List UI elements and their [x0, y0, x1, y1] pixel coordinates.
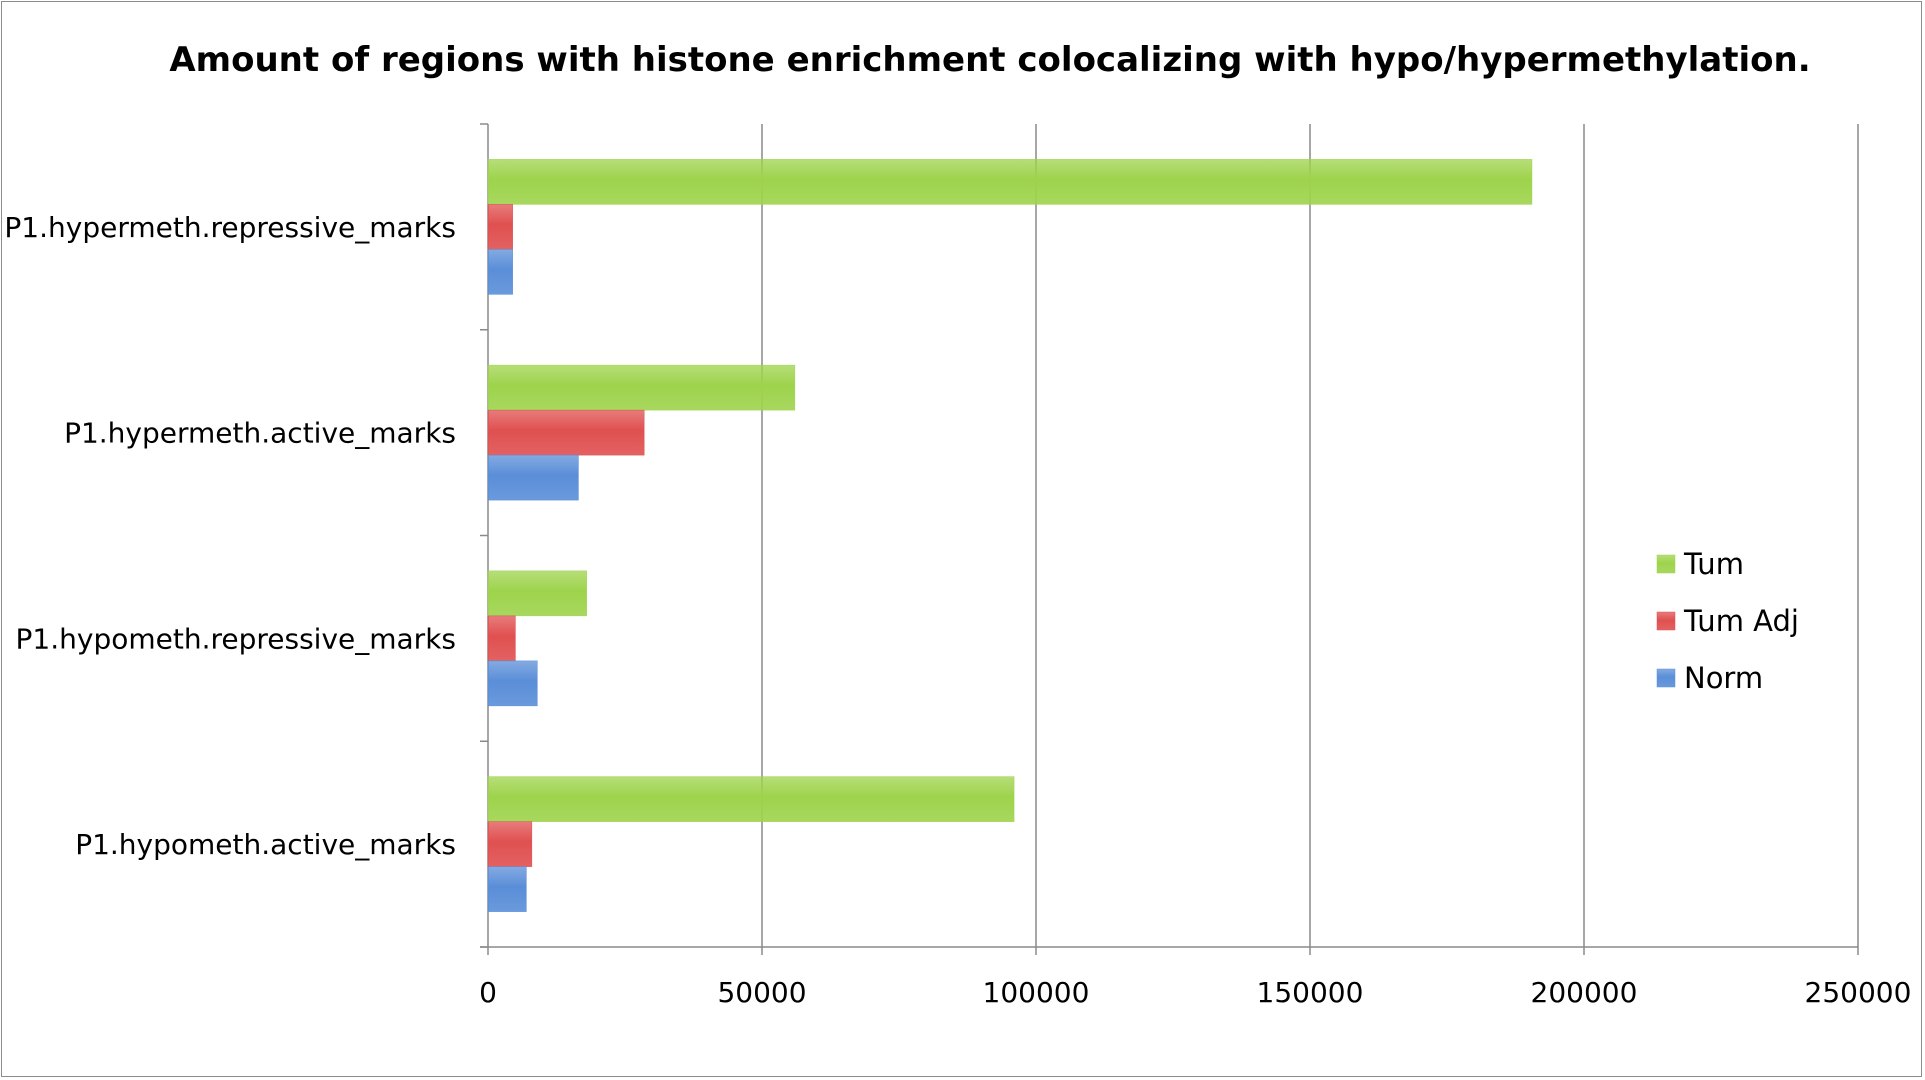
bar-tum	[487, 159, 1533, 205]
category-label: P1.hypometh.repressive_marks	[16, 622, 456, 655]
bar-norm	[487, 249, 513, 295]
x-tick-labels: 0 50000 100000 150000 200000 250000	[479, 976, 1911, 1009]
gridlines	[761, 124, 1859, 947]
category-label: P1.hypometh.active_marks	[75, 828, 456, 861]
x-tick-label: 150000	[1257, 976, 1364, 1009]
legend: Tum Tum Adj Norm	[1656, 547, 1799, 695]
axes	[480, 123, 1859, 955]
x-tick-label: 200000	[1531, 976, 1638, 1009]
legend-swatch	[1656, 554, 1676, 574]
legend-label: Tum	[1683, 547, 1744, 581]
bar-tum-adj	[487, 821, 533, 867]
x-tick-label: 100000	[983, 976, 1090, 1009]
bar-tum-adj	[487, 204, 513, 250]
legend-label: Norm	[1684, 661, 1763, 695]
x-tick-label: 50000	[717, 976, 806, 1009]
legend-label: Tum Adj	[1683, 604, 1799, 638]
bar-tum	[487, 364, 796, 411]
bar-tum-adj	[487, 615, 516, 662]
x-tick-label: 250000	[1805, 976, 1912, 1009]
category-label: P1.hypermeth.active_marks	[64, 417, 456, 450]
bar-norm	[487, 454, 579, 501]
category-labels: P1.hypermeth.repressive_marks P1.hypermet…	[4, 211, 456, 861]
legend-swatch	[1656, 668, 1676, 688]
bar-norm	[487, 660, 538, 707]
bar-tum-adj	[487, 409, 645, 456]
category-label: P1.hypermeth.repressive_marks	[4, 211, 456, 244]
bar-tum	[487, 776, 1015, 822]
bars	[487, 159, 1533, 912]
bar-norm	[487, 866, 527, 912]
legend-swatch	[1656, 611, 1676, 631]
chart-title: Amount of regions with histone enrichmen…	[169, 40, 1810, 80]
x-tick-label: 0	[479, 976, 497, 1009]
bar-tum	[487, 570, 587, 617]
